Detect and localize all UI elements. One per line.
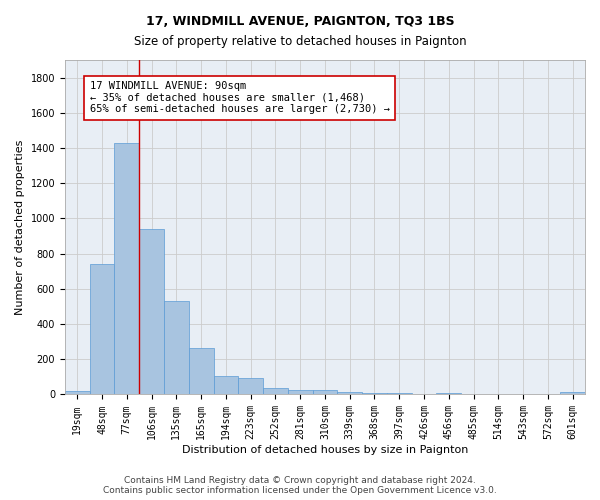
Bar (214, 376, 238, 394)
X-axis label: Distribution of detached houses by size in Paignton: Distribution of detached houses by size … (182, 445, 468, 455)
Bar (362, 393, 387, 394)
Bar (436, 393, 461, 394)
Bar (189, 348, 214, 395)
Bar (65, 390, 89, 394)
Text: Contains HM Land Registry data © Crown copyright and database right 2024.
Contai: Contains HM Land Registry data © Crown c… (103, 476, 497, 495)
Bar (337, 392, 362, 394)
Bar (313, 390, 337, 394)
Bar (238, 378, 263, 394)
Text: 17, WINDMILL AVENUE, PAIGNTON, TQ3 1BS: 17, WINDMILL AVENUE, PAIGNTON, TQ3 1BS (146, 15, 454, 28)
Bar (288, 390, 313, 394)
Bar (387, 393, 412, 394)
Y-axis label: Number of detached properties: Number of detached properties (15, 140, 25, 315)
Text: Size of property relative to detached houses in Paignton: Size of property relative to detached ho… (134, 35, 466, 48)
Bar (263, 388, 288, 394)
Bar (164, 301, 189, 394)
Bar (115, 144, 139, 394)
Bar (139, 230, 164, 394)
Text: 17 WINDMILL AVENUE: 90sqm
← 35% of detached houses are smaller (1,468)
65% of se: 17 WINDMILL AVENUE: 90sqm ← 35% of detac… (89, 81, 389, 114)
Bar (89, 264, 115, 394)
Bar (560, 392, 585, 394)
